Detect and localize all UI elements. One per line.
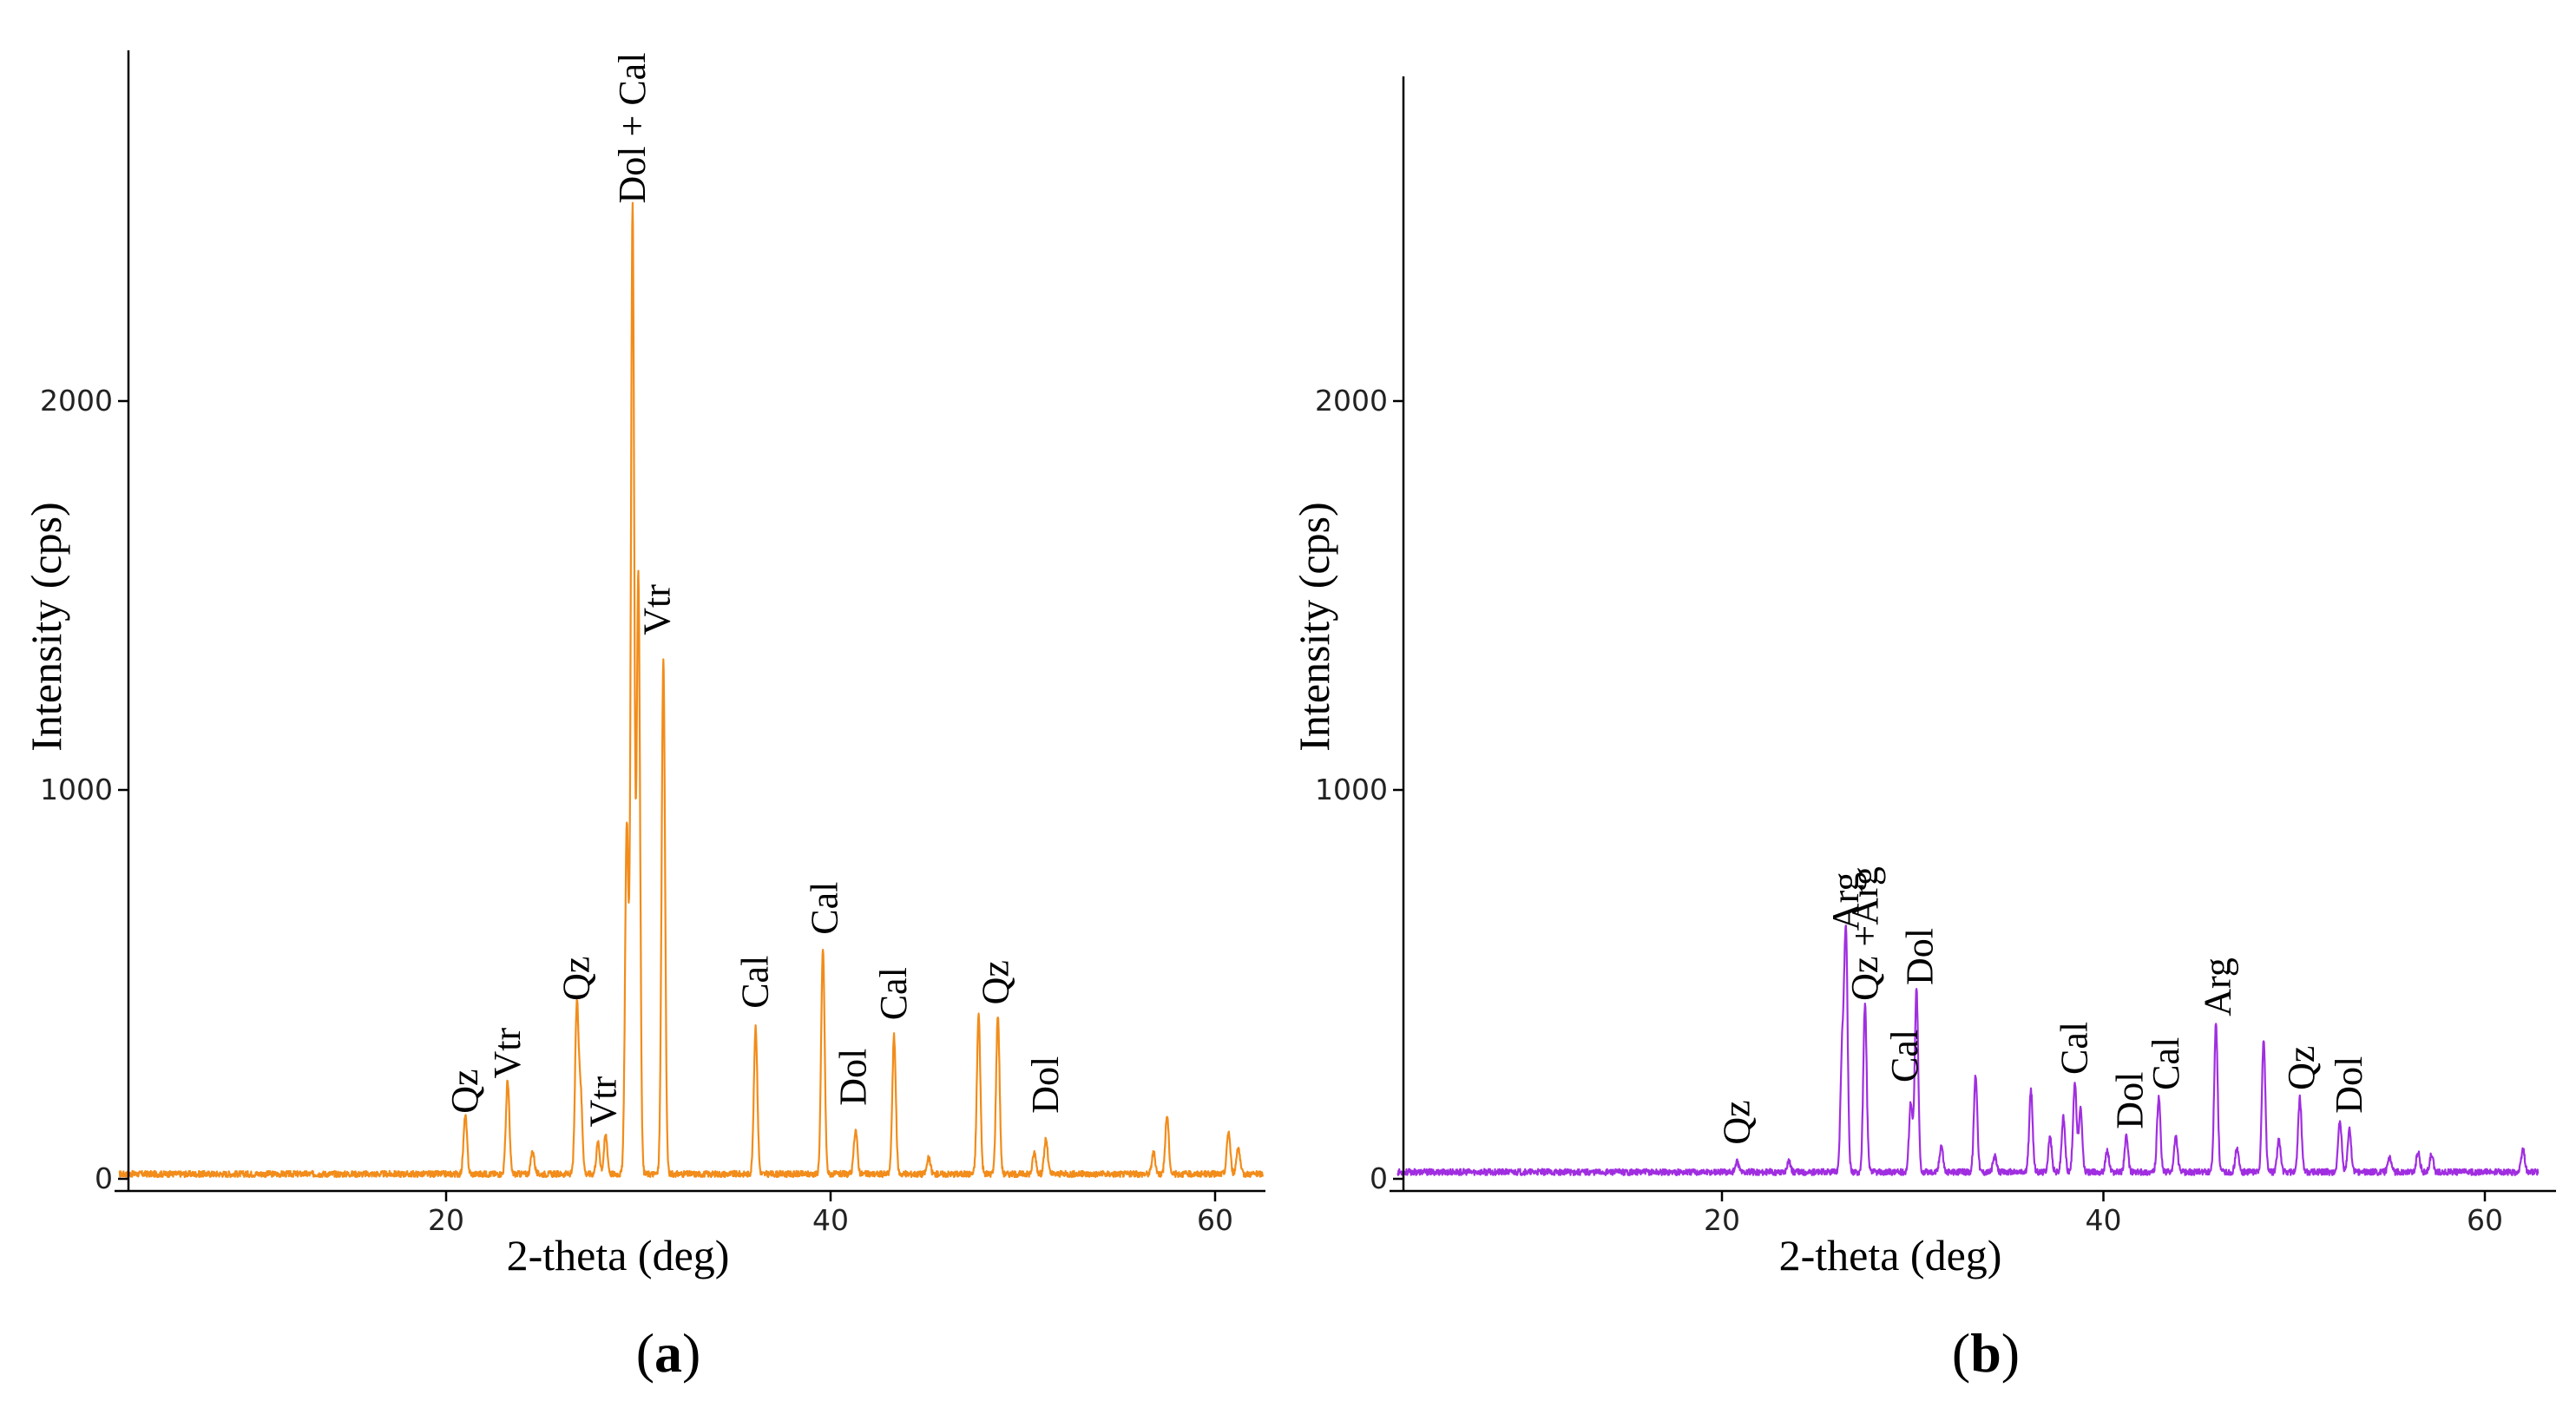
panel-a-x-axis-title: 2-theta (deg) <box>507 1231 730 1280</box>
peak-label: Cal <box>803 882 845 935</box>
panel-a-y-axis-title: Intensity (cps) <box>22 502 70 751</box>
peak-label: Arg <box>1824 872 1867 931</box>
peak-label: Vtr <box>486 1028 529 1079</box>
y-tick-label: 2000 <box>40 384 113 418</box>
panel-b-x-axis-title: 2-theta (deg) <box>1779 1231 2002 1280</box>
peak-label: Cal <box>2054 1022 2096 1075</box>
peak-label: Dol <box>2108 1072 2151 1129</box>
panel-a-xrd-trace <box>118 201 1264 1179</box>
peak-label: Vtr <box>636 584 679 635</box>
peak-label: Arg <box>2196 957 2238 1017</box>
panel-b-letter: b <box>1970 1322 2001 1384</box>
x-tick-label: 20 <box>428 1203 464 1237</box>
panel-a-caption: (a) <box>636 1322 701 1384</box>
y-tick-label: 0 <box>95 1161 113 1195</box>
peak-label: Qz <box>555 957 598 1001</box>
panel-b-y-axis-title: Intensity (cps) <box>1290 502 1338 751</box>
panel-b-ticks: 20 40 60 0 1000 2000 <box>1315 384 2503 1237</box>
peak-label: Cal <box>872 967 915 1020</box>
y-tick-label: 1000 <box>40 773 113 806</box>
peak-label: Dol <box>832 1049 875 1106</box>
panel-a-trace-group <box>118 201 1264 1179</box>
peak-label: Qz <box>444 1069 486 1113</box>
peak-label: Dol <box>1024 1056 1067 1114</box>
x-tick-label: 60 <box>2467 1203 2503 1237</box>
panel-a-letter: a <box>654 1322 682 1384</box>
peak-label: Dol <box>1899 928 1942 985</box>
peak-label: Cal <box>734 956 777 1009</box>
panel-b-caption: (b) <box>1952 1322 2020 1384</box>
y-tick-label: 2000 <box>1315 384 1388 418</box>
peak-label: Cal <box>2145 1037 2187 1090</box>
y-tick-label: 0 <box>1370 1161 1388 1195</box>
panel-b-trace-group <box>1396 924 2540 1176</box>
panel-b-xrd-trace <box>1396 924 2540 1176</box>
peak-label: Qz <box>2280 1046 2323 1090</box>
y-tick-label: 1000 <box>1315 773 1388 806</box>
peak-label: Dol + Cal <box>611 53 654 204</box>
peak-label: Cal <box>1883 1030 1926 1082</box>
peak-label: Vtr <box>582 1076 625 1128</box>
peak-label: Qz <box>1716 1100 1758 1144</box>
x-tick-label: 40 <box>812 1203 849 1237</box>
panel-a-ticks: 20 40 60 0 1000 2000 <box>40 384 1233 1237</box>
peak-label: Dol <box>2328 1056 2370 1114</box>
x-tick-label: 40 <box>2086 1203 2122 1237</box>
peak-label: Qz +Arg <box>1843 866 1886 1001</box>
x-tick-label: 60 <box>1197 1203 1233 1237</box>
peak-label: Qz <box>975 960 1017 1004</box>
x-tick-label: 20 <box>1704 1203 1740 1237</box>
